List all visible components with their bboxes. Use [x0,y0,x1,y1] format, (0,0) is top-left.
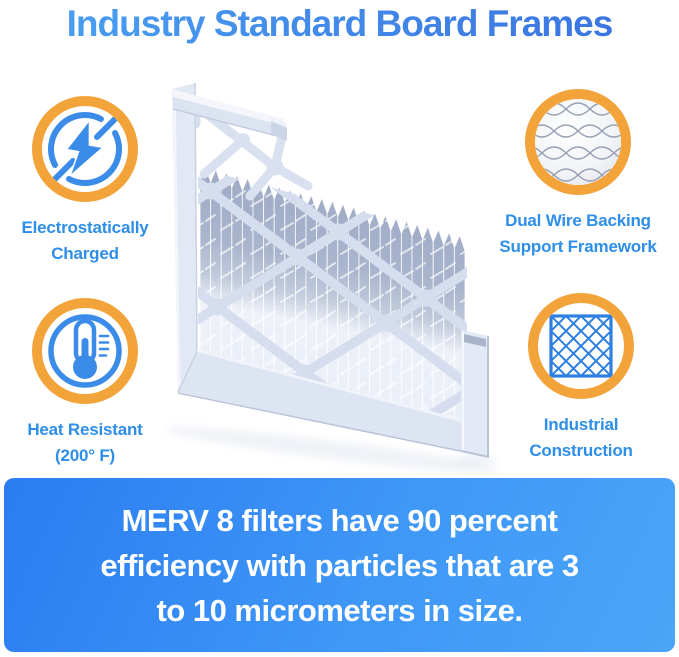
banner-text: MERV 8 filters have 90 percent efficienc… [100,502,579,628]
feature-label-electrostatic: Electrostatically Charged [21,218,149,263]
feature-industrial: Industrial Construction [496,293,666,464]
feature-wire-backing: Dual Wire Backing Support Framework [492,89,664,260]
feature-electrostatic: Electrostatically Charged [0,96,170,267]
wire-mesh-icon [525,89,631,195]
feature-label-heat-resistant: Heat Resistant (200° F) [27,420,143,465]
filter-shadow [166,427,500,473]
lightning-bolt-icon [32,96,138,202]
board-frame [172,82,490,458]
merv-info-banner: MERV 8 filters have 90 percent efficienc… [4,478,675,652]
diamond-lattice-icon [528,293,634,399]
feature-label-industrial: Industrial Construction [529,415,633,460]
thermometer-icon [32,298,138,404]
feature-heat-resistant: Heat Resistant (200° F) [0,298,170,469]
feature-label-wire-backing: Dual Wire Backing Support Framework [499,211,657,256]
air-filter-illustration [158,68,506,480]
page-title: Industry Standard Board Frames [0,0,679,47]
